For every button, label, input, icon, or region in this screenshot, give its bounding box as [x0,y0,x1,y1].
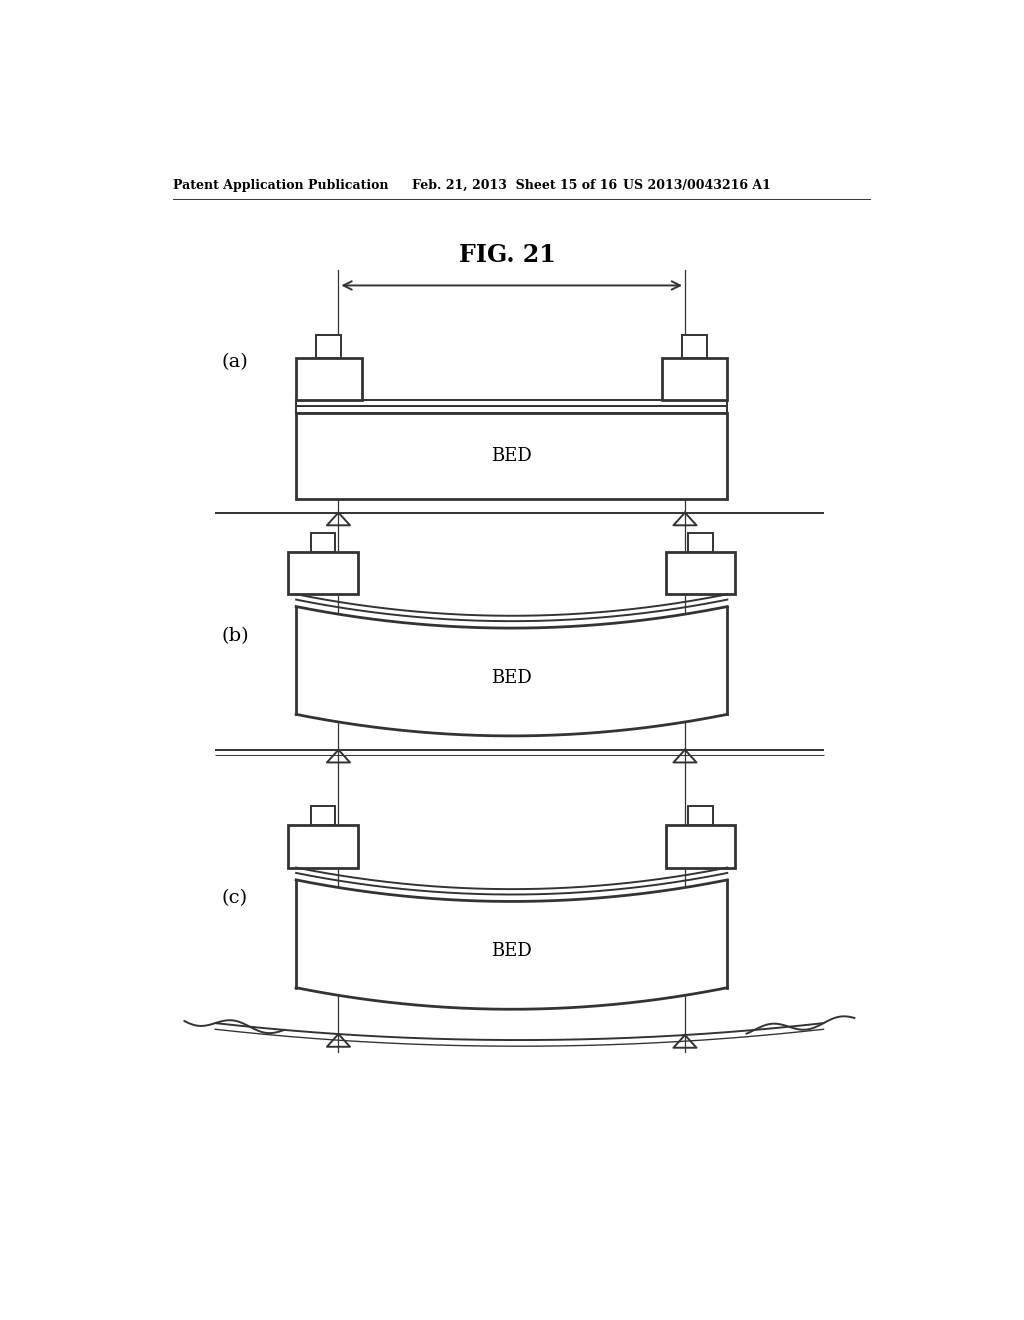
Bar [296,400,727,405]
Bar [682,335,707,358]
Bar [316,335,341,358]
Bar [296,412,727,499]
Bar [310,807,336,825]
Bar [289,552,357,594]
Text: Patent Application Publication: Patent Application Publication [173,178,388,191]
Text: BED: BED [492,942,532,961]
Polygon shape [296,880,727,1010]
Bar [666,825,735,867]
Text: (b): (b) [221,627,249,644]
Bar [688,807,713,825]
Text: Feb. 21, 2013  Sheet 15 of 16: Feb. 21, 2013 Sheet 15 of 16 [412,178,616,191]
Bar [662,358,727,400]
Bar [666,552,735,594]
Bar [296,358,361,400]
Text: BED: BED [492,669,532,688]
Text: (a): (a) [221,354,248,371]
Bar [688,533,713,552]
Polygon shape [296,607,727,735]
Bar [310,533,336,552]
Text: US 2013/0043216 A1: US 2013/0043216 A1 [624,178,771,191]
Bar [289,825,357,867]
Bar [296,405,727,412]
Text: (c): (c) [221,888,248,907]
Text: BED: BED [492,446,532,465]
Text: FIG. 21: FIG. 21 [460,243,556,267]
